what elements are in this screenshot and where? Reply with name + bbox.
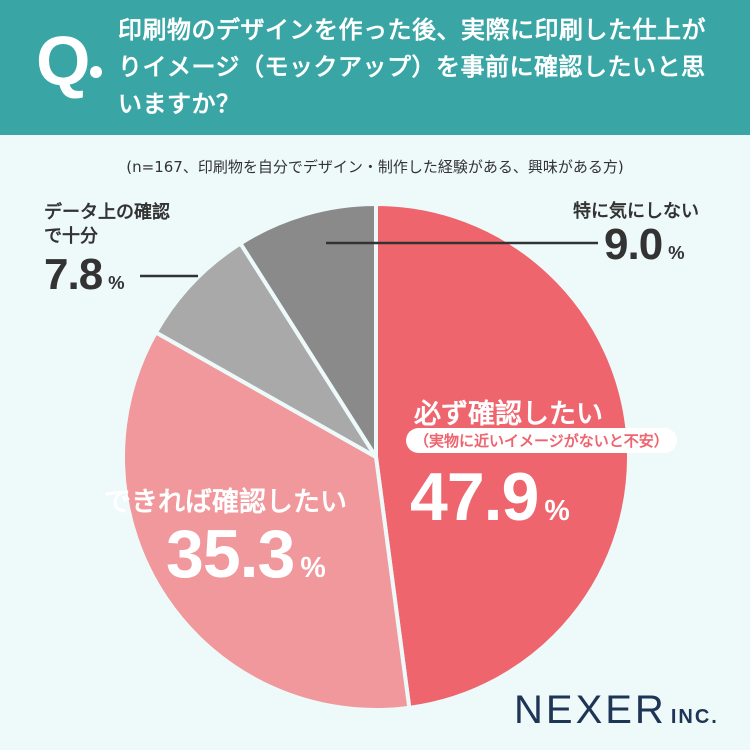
label-data-title-line1: データ上の確認 [44, 202, 170, 223]
slice-none [238, 202, 378, 459]
label-must-sub-wrap: （実物に近いイメージがないと不安） [406, 428, 677, 453]
label-data-value: 7.8 [44, 250, 103, 299]
label-none-value: 9.0 [604, 220, 663, 269]
slice-prefer [120, 330, 412, 712]
slice-must [374, 202, 631, 710]
label-data-title: データ上の確認 で十分 [44, 201, 170, 249]
label-data-pct: % [108, 272, 124, 293]
q-dot [90, 66, 102, 78]
question-header: Q 印刷物のデザインを作った後、実際に印刷した仕上がりイメージ（モックアップ）を… [0, 0, 750, 135]
label-must-sub: （実物に近いイメージがないと不安） [406, 428, 677, 453]
label-must-value: 47.9 [410, 459, 539, 535]
company-logo: NEXER INC. [514, 688, 719, 733]
label-none-title: 特に気にしない [573, 201, 699, 222]
label-prefer-pct: % [300, 552, 325, 584]
label-must-pct: % [544, 495, 569, 527]
slice-data [153, 241, 378, 459]
label-none-value-wrap: 9.0% [604, 220, 685, 270]
label-must-value-wrap: 47.9% [410, 458, 570, 536]
label-data-title-line2: で十分 [44, 226, 98, 247]
question-text: 印刷物のデザインを作った後、実際に印刷した仕上がりイメージ（モックアップ）を事前… [118, 16, 706, 118]
label-prefer-value-wrap: 35.3% [166, 515, 326, 593]
sample-note: (n=167、印刷物を自分でデザイン・制作した経験がある、興味がある方) [126, 158, 624, 176]
logo-name: NEXER [514, 688, 667, 732]
label-none-pct: % [668, 242, 684, 263]
label-prefer-value: 35.3 [166, 516, 295, 592]
q-mark: Q [36, 22, 91, 100]
label-prefer-title: できれば確認したい [104, 487, 347, 518]
label-must-title: 必ず確認したい [414, 399, 603, 430]
logo-suffix: INC. [670, 706, 719, 728]
label-data-value-wrap: 7.8% [44, 250, 125, 300]
